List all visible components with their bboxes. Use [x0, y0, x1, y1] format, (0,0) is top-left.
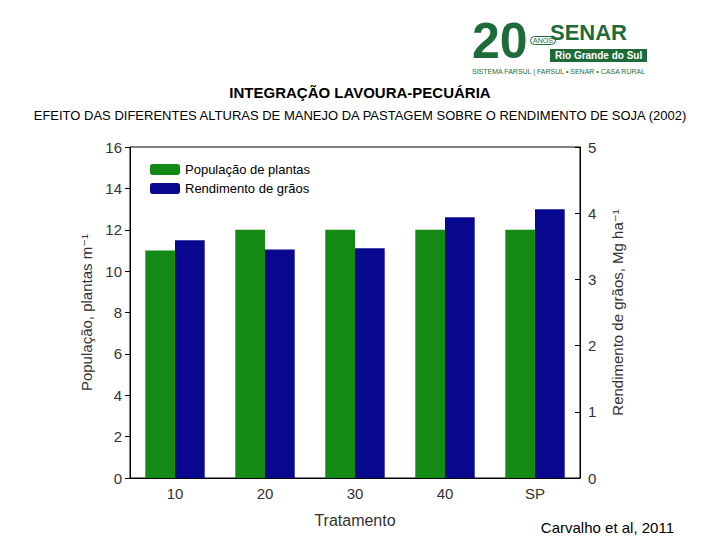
svg-text:População, plantas m⁻¹: População, plantas m⁻¹ — [78, 234, 95, 391]
html-text:ANOS: ANOS — [533, 37, 553, 44]
svg-text:12: 12 — [105, 221, 122, 238]
svg-text:14: 14 — [105, 180, 122, 197]
html-text:EFEITO DAS DIFERENTES ALTURAS: EFEITO DAS DIFERENTES ALTURAS DE MANEJO … — [33, 108, 687, 123]
html-text:20: 20 — [472, 13, 528, 69]
html-text:INTEGRAÇÃO LAVOURA-PECUÁRIA: INTEGRAÇÃO LAVOURA-PECUÁRIA — [229, 84, 491, 101]
svg-text:6: 6 — [114, 345, 122, 362]
svg-text:2: 2 — [114, 428, 122, 445]
svg-text:4: 4 — [588, 205, 596, 222]
html-text:SISTEMA FARSUL | FARSUL • SENA: SISTEMA FARSUL | FARSUL • SENAR • CASA R… — [472, 68, 646, 75]
html-text:SENAR: SENAR — [550, 20, 627, 45]
svg-text:0: 0 — [588, 470, 596, 487]
svg-text:1: 1 — [588, 403, 596, 420]
svg-text:2: 2 — [588, 337, 596, 354]
svg-text:30: 30 — [347, 485, 364, 502]
svg-text:SP: SP — [525, 485, 545, 502]
svg-text:4: 4 — [114, 387, 122, 404]
svg-text:40: 40 — [437, 485, 454, 502]
svg-text:Rendimento de grãos, Mg ha⁻¹: Rendimento de grãos, Mg ha⁻¹ — [609, 209, 626, 415]
svg-text:20: 20 — [257, 485, 274, 502]
svg-text:10: 10 — [105, 263, 122, 280]
svg-text:8: 8 — [114, 304, 122, 321]
svg-text:5: 5 — [588, 139, 596, 156]
svg-text:Tratamento: Tratamento — [314, 512, 395, 529]
svg-text:10: 10 — [167, 485, 184, 502]
svg-text:16: 16 — [105, 139, 122, 156]
html-text:Rio Grande do Sul: Rio Grande do Sul — [555, 50, 643, 61]
html-text:Carvalho et al, 2011: Carvalho et al, 2011 — [540, 519, 674, 536]
svg-text:0: 0 — [114, 470, 122, 487]
svg-text:Rendimento de grãos: Rendimento de grãos — [185, 181, 310, 196]
svg-text:3: 3 — [588, 271, 596, 288]
svg-text:População de plantas: População de plantas — [185, 162, 311, 177]
